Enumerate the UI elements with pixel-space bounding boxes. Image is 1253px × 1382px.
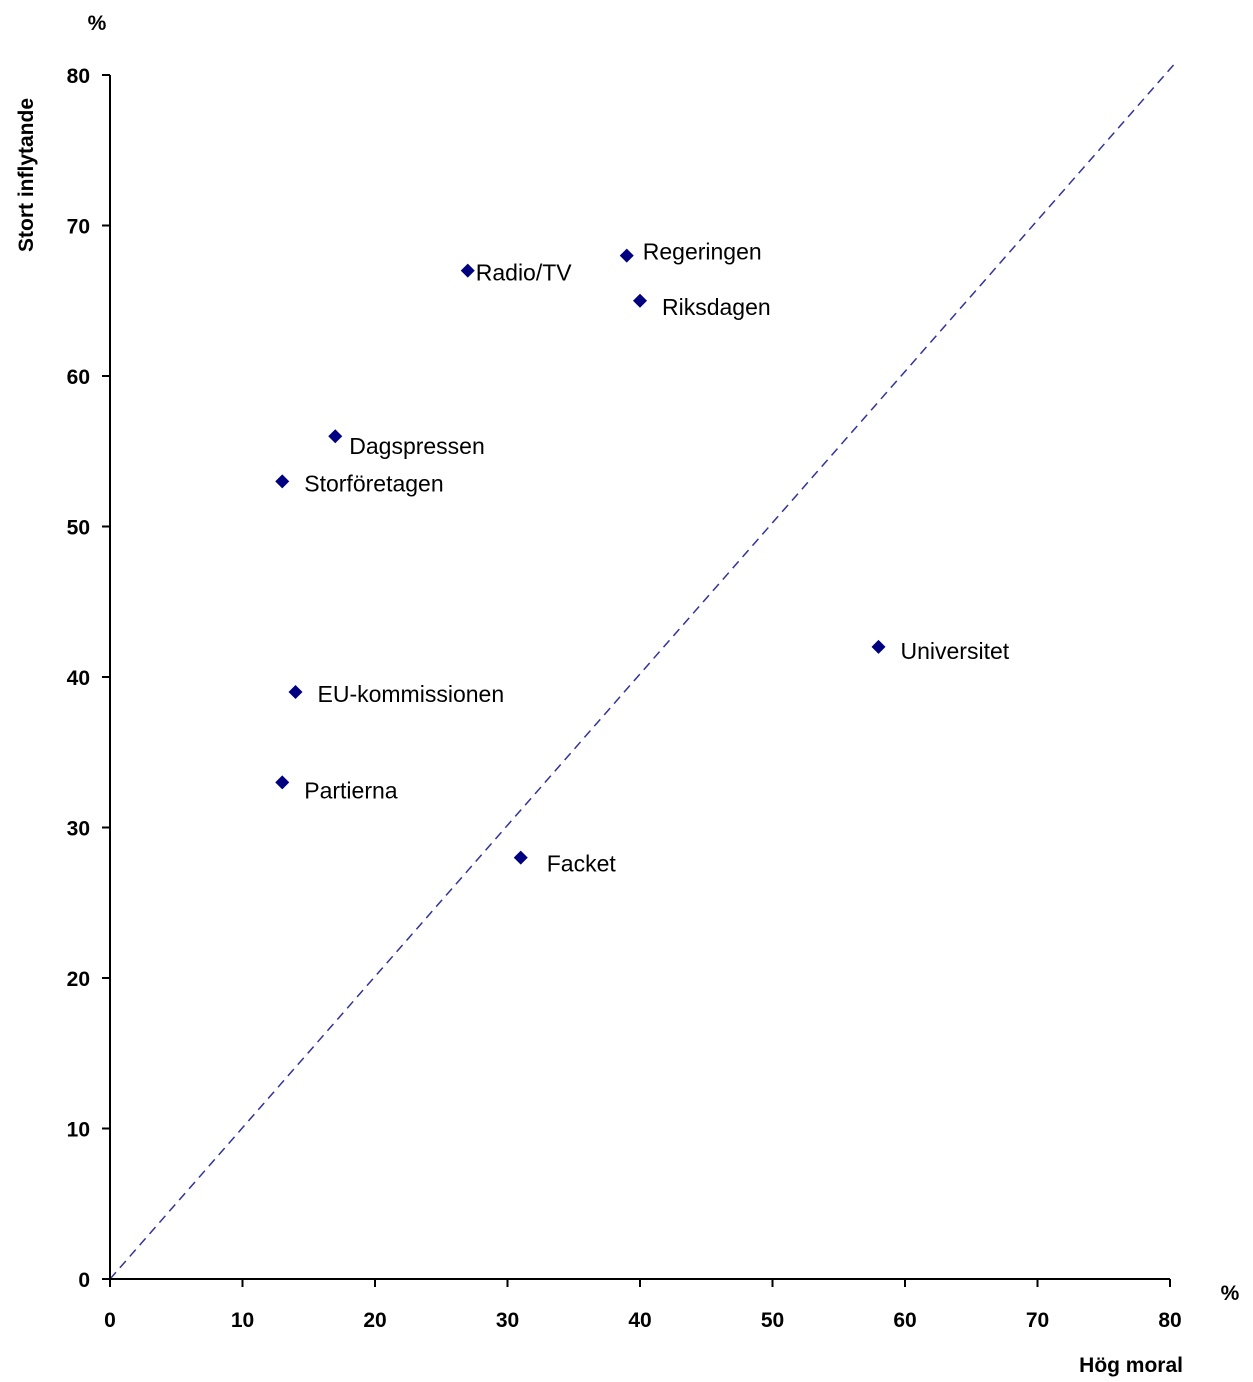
x-tick-label: 80 [1158, 1309, 1181, 1332]
data-point-marker [328, 429, 343, 444]
data-point-marker [460, 263, 475, 278]
y-axis-ticks: 0 10 20 30 40 50 60 70 80 [67, 65, 110, 1292]
x-axis-unit: % [1221, 1282, 1240, 1305]
data-point-label: Facket [547, 851, 617, 877]
data-points: Radio/TV Regeringen Riksdagen Dagspressen St… [275, 239, 1010, 877]
data-point-marker [288, 685, 303, 700]
data-point-label: Riksdagen [662, 294, 771, 320]
data-point-label: Dagspressen [349, 433, 485, 459]
y-tick-label: 60 [67, 366, 90, 389]
data-point-marker [275, 775, 290, 790]
y-axis-title: Stort inflytande [15, 98, 38, 252]
y-tick-label: 20 [67, 968, 90, 991]
y-tick-label: 30 [67, 818, 90, 841]
x-tick-label: 40 [628, 1309, 651, 1332]
data-point-marker [275, 474, 290, 489]
y-tick-label: 50 [67, 517, 90, 540]
data-point-marker [871, 639, 886, 654]
x-axis-ticks: 0 10 20 30 40 50 60 70 80 [104, 1279, 1182, 1332]
data-point-label: EU-kommissionen [318, 681, 505, 707]
data-point-label: Partierna [304, 777, 398, 803]
data-point-label: Universitet [901, 638, 1010, 664]
data-point-marker [633, 293, 647, 308]
data-point-label: Regeringen [643, 239, 762, 265]
y-tick-label: 40 [67, 667, 90, 690]
y-tick-label: 80 [67, 65, 90, 88]
x-tick-label: 50 [761, 1309, 784, 1332]
data-point-marker [619, 248, 634, 263]
y-tick-label: 0 [78, 1269, 90, 1292]
x-tick-label: 10 [231, 1309, 254, 1332]
x-tick-label: 60 [893, 1309, 916, 1332]
x-tick-label: 70 [1026, 1309, 1049, 1332]
y-tick-label: 70 [67, 216, 90, 239]
data-point-label: Storföretagen [304, 470, 443, 496]
y-tick-label: 10 [67, 1119, 90, 1142]
y-axis-unit: % [88, 12, 107, 35]
x-tick-label: 0 [104, 1309, 116, 1332]
data-point-label: Radio/TV [476, 260, 573, 286]
x-tick-label: 20 [363, 1309, 386, 1332]
data-point-marker [513, 850, 528, 865]
x-tick-label: 30 [496, 1309, 519, 1332]
x-axis-title: Hög moral [1079, 1354, 1183, 1377]
